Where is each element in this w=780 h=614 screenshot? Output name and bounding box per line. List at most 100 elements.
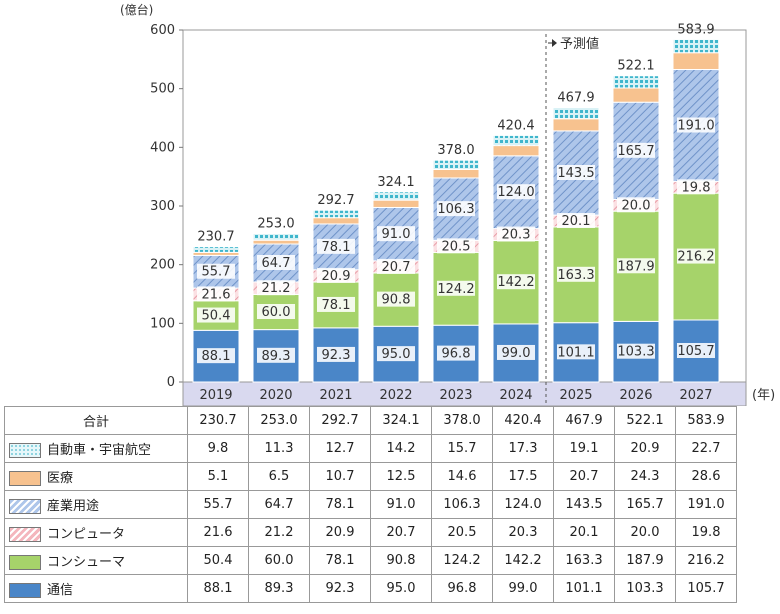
table-cell: 90.8 xyxy=(370,546,432,575)
table-cell: 216.2 xyxy=(675,546,737,575)
table-cell: 17.3 xyxy=(492,434,554,463)
bar-segment xyxy=(252,239,300,245)
bar-total-label: 292.7 xyxy=(317,193,354,208)
data-label-bg xyxy=(617,343,655,359)
data-label-bg xyxy=(257,304,295,320)
bar-segment xyxy=(192,246,240,253)
table-cell: 92.3 xyxy=(309,574,371,603)
table-cell: 24.3 xyxy=(614,462,676,491)
bar-total-label: 467.9 xyxy=(557,91,594,106)
table-cell: 11.3 xyxy=(248,434,310,463)
table-cell: 6.5 xyxy=(248,462,310,491)
data-label: 105.7 xyxy=(677,344,714,359)
table-cell: 5.1 xyxy=(187,462,249,491)
bar-segment xyxy=(612,87,660,103)
data-label: 20.9 xyxy=(322,269,351,284)
y-tick-label: 200 xyxy=(150,258,175,273)
bar-segment xyxy=(552,118,600,132)
data-label: 55.7 xyxy=(202,265,231,280)
table-cell: 163.3 xyxy=(553,546,615,575)
data-label: 216.2 xyxy=(677,250,714,265)
data-label: 90.8 xyxy=(382,293,411,308)
data-label: 124.0 xyxy=(497,185,534,200)
stacked-bar-chart: 0 100 200 300 400 500 600 (億台) (年) 予測値 88.1 50.4 21… xyxy=(120,2,775,406)
data-label-bg xyxy=(377,258,415,274)
data-label-bg xyxy=(677,342,715,358)
data-label: 88.1 xyxy=(202,349,231,364)
data-label-bg xyxy=(437,280,475,296)
x-category-label: 2020 xyxy=(259,388,292,403)
table-cell: 324.1 xyxy=(370,406,432,435)
data-label: 95.0 xyxy=(382,347,411,362)
table-cell: 14.6 xyxy=(431,462,493,491)
bar-segment xyxy=(612,75,660,89)
x-category-label: 2025 xyxy=(559,388,592,403)
table-cell: 22.7 xyxy=(675,434,737,463)
data-label: 50.4 xyxy=(202,309,231,324)
x-category-label: 2027 xyxy=(679,388,712,403)
data-label: 124.2 xyxy=(437,282,474,297)
bar-total-label: 230.7 xyxy=(197,230,234,245)
data-label: 163.3 xyxy=(557,268,594,283)
table-cell: 143.5 xyxy=(553,490,615,519)
data-label-bg xyxy=(557,266,595,282)
table-cell: 19.8 xyxy=(675,518,737,547)
table-cell: 187.9 xyxy=(614,546,676,575)
bar-segment xyxy=(432,159,480,170)
y-tick-label: 300 xyxy=(150,199,175,214)
table-cell: 78.1 xyxy=(309,490,371,519)
x-category-label: 2024 xyxy=(499,388,532,403)
data-label: 142.2 xyxy=(497,275,534,290)
table-cell: 105.7 xyxy=(675,574,737,603)
data-label: 78.1 xyxy=(322,240,351,255)
data-label: 20.7 xyxy=(382,260,411,275)
data-label: 20.5 xyxy=(442,239,471,254)
x-category-label: 2023 xyxy=(439,388,472,403)
table-cell: 165.7 xyxy=(614,490,676,519)
bar-total-label: 378.0 xyxy=(437,143,474,158)
table-total-row: 合計 230.7 253.0 292.7 324.1 378.0 420.4 467.9 522… xyxy=(4,406,737,435)
table-cell: 20.9 xyxy=(614,434,676,463)
table-cell: 64.7 xyxy=(248,490,310,519)
table-cell: 78.1 xyxy=(309,546,371,575)
data-label-bg xyxy=(377,226,415,242)
data-label-bg xyxy=(677,179,715,195)
legend-swatch xyxy=(9,443,41,458)
data-label-bg xyxy=(257,254,295,270)
data-label: 20.1 xyxy=(562,214,591,229)
data-label: 106.3 xyxy=(437,202,474,217)
bar-total-label: 522.1 xyxy=(617,59,654,74)
table-cell: 20.3 xyxy=(492,518,554,547)
data-label: 101.1 xyxy=(557,345,594,360)
bar-total-label: 324.1 xyxy=(377,175,414,190)
x-category-label: 2021 xyxy=(319,388,352,403)
table-row: コンピュータ 21.6 21.2 20.9 20.7 20.5 20.3 20.1 20.0 19… xyxy=(4,518,737,547)
table-cell: 19.1 xyxy=(553,434,615,463)
table-row-label: 合計 xyxy=(4,406,188,435)
y-axis-unit: (億台) xyxy=(120,2,153,17)
data-label-bg xyxy=(557,165,595,180)
data-label-bg xyxy=(497,274,535,290)
x-axis-unit: (年) xyxy=(752,388,775,403)
table-cell: 20.7 xyxy=(370,518,432,547)
data-label: 92.3 xyxy=(322,348,351,363)
table-cell: 124.0 xyxy=(492,490,554,519)
table-cell: 142.2 xyxy=(492,546,554,575)
data-label-bg xyxy=(617,142,655,158)
table-cell: 95.0 xyxy=(370,574,432,603)
data-label-bg xyxy=(257,280,295,296)
data-label: 91.0 xyxy=(382,227,411,242)
bar-segment xyxy=(492,145,540,157)
data-label: 21.6 xyxy=(202,287,231,302)
forecast-arrow-head xyxy=(552,39,557,47)
data-table: 合計 230.7 253.0 292.7 324.1 378.0 420.4 467.9 522… xyxy=(4,406,737,603)
data-label: 20.3 xyxy=(502,228,531,243)
data-label-bg xyxy=(257,347,295,363)
table-cell: 50.4 xyxy=(187,546,249,575)
data-label-bg xyxy=(197,263,235,279)
table-cell: 55.7 xyxy=(187,490,249,519)
data-label-bg xyxy=(317,296,355,312)
data-label-bg xyxy=(497,226,535,242)
legend-swatch xyxy=(9,583,41,598)
x-category-label: 2026 xyxy=(619,388,652,403)
